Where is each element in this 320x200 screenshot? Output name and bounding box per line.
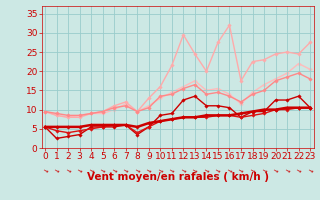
- Text: →: →: [191, 166, 198, 173]
- Text: →: →: [180, 166, 187, 173]
- Text: →: →: [203, 166, 210, 173]
- Text: →: →: [168, 166, 175, 173]
- Text: →: →: [284, 166, 291, 173]
- Text: →: →: [249, 166, 256, 173]
- Text: →: →: [88, 166, 95, 173]
- Text: →: →: [42, 166, 49, 173]
- Text: →: →: [76, 166, 83, 173]
- Text: →: →: [307, 166, 314, 173]
- Text: →: →: [111, 166, 118, 173]
- Text: →: →: [65, 166, 72, 173]
- Text: →: →: [226, 166, 233, 173]
- Text: →: →: [99, 166, 106, 173]
- Text: →: →: [295, 166, 302, 173]
- Text: →: →: [214, 166, 221, 173]
- Text: →: →: [272, 166, 279, 173]
- Text: →: →: [260, 166, 268, 173]
- Text: →: →: [53, 166, 60, 173]
- Text: →: →: [145, 166, 152, 173]
- Text: →: →: [237, 166, 244, 173]
- Text: →: →: [122, 166, 129, 173]
- X-axis label: Vent moyen/en rafales ( km/h ): Vent moyen/en rafales ( km/h ): [87, 172, 268, 182]
- Text: →: →: [134, 166, 141, 173]
- Text: →: →: [157, 166, 164, 173]
